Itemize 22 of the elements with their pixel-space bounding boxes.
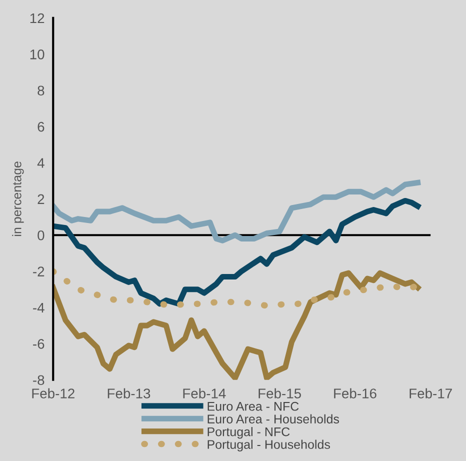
legend-label: Portugal - NFC [208,427,290,439]
y-tick-label: 2 [38,194,44,204]
legend-label: Euro Area - NFC [208,402,299,411]
x-tick-label: Feb-16 [334,388,376,398]
legend-label: Euro Area - Households [208,414,340,424]
x-tick-label: Feb-15 [258,388,301,398]
y-tick-label: -8 [33,375,44,386]
x-tick-label: Feb-17 [410,388,452,398]
y-axis-title: in percentage [12,162,24,236]
y-tick-label: -4 [33,302,44,313]
y-tick-label: 6 [38,122,44,132]
y-tick-label: 4 [37,158,44,168]
x-tick-label: Feb-14 [183,388,226,398]
y-tick-label: -2 [33,266,44,276]
y-tick-label: 12 [30,13,44,24]
x-tick-label: Feb-13 [108,388,150,398]
y-tick-label: 10 [30,50,44,60]
legend-label: Portugal - Households [208,440,330,452]
y-tick-label: 8 [38,86,44,96]
y-tick-label: 0 [38,230,44,240]
y-tick-label: -6 [33,339,44,349]
x-tick-label: Feb-12 [32,388,74,398]
